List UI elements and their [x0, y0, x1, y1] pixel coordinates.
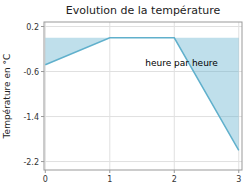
- tick: [238, 170, 239, 173]
- plot-area: [45, 38, 238, 151]
- tick-label: 2: [172, 175, 177, 184]
- grid-line: [44, 116, 242, 117]
- grid-line: [109, 22, 110, 170]
- tick-label: -1.4: [23, 113, 39, 122]
- area: [45, 38, 238, 151]
- tick: [174, 170, 175, 173]
- tick-label: -2.2: [23, 158, 39, 167]
- tick-label: 1: [107, 175, 112, 184]
- grid-line: [44, 161, 242, 162]
- tick: [41, 71, 44, 72]
- tick-label: 0.2: [26, 23, 39, 32]
- tick: [109, 170, 110, 173]
- annotation: heure par heure: [145, 58, 218, 68]
- tick-label: 3: [236, 175, 241, 184]
- line: [45, 38, 238, 151]
- tick-label: -0.6: [23, 68, 39, 77]
- tick: [45, 170, 46, 173]
- title: Evolution de la température: [66, 4, 221, 17]
- tick: [41, 26, 44, 27]
- tick-label: 0: [43, 175, 48, 184]
- grid-line: [174, 22, 175, 170]
- y-axis-label: Température en °C: [2, 54, 12, 140]
- plot-frame: [44, 22, 242, 170]
- tick: [41, 161, 44, 162]
- tick: [41, 116, 44, 117]
- chart: 0.2 -0.6 -1.4 -2.2 0 1 2 3 Evolution de la tempé…: [0, 0, 250, 188]
- grid-line: [44, 26, 242, 27]
